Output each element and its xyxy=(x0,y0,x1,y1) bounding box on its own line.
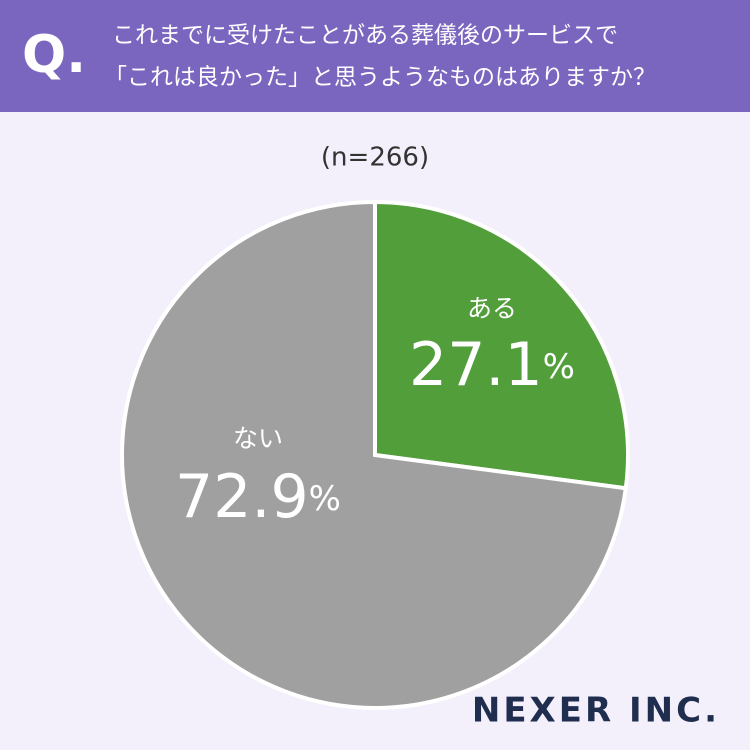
logo: NEXER INC. xyxy=(472,691,720,731)
value-label: 72.9% xyxy=(175,462,341,532)
q-mark: Q. xyxy=(22,25,86,85)
pie-slice xyxy=(373,199,630,491)
header-band xyxy=(0,0,750,112)
value-label: 27.1% xyxy=(409,330,575,400)
slice-label: ない xyxy=(233,424,283,453)
pie: ある 27.1% ない 72.9% xyxy=(120,199,630,710)
pie-slice xyxy=(120,199,629,710)
sample-size: (n=266) xyxy=(321,143,429,173)
question-line: 「これは良かった」と思うようなものはありますか？ xyxy=(104,65,656,91)
question-line: これまでに受けたことがある葬儀後のサービスで xyxy=(112,23,618,49)
slice-label: ある xyxy=(467,294,517,323)
